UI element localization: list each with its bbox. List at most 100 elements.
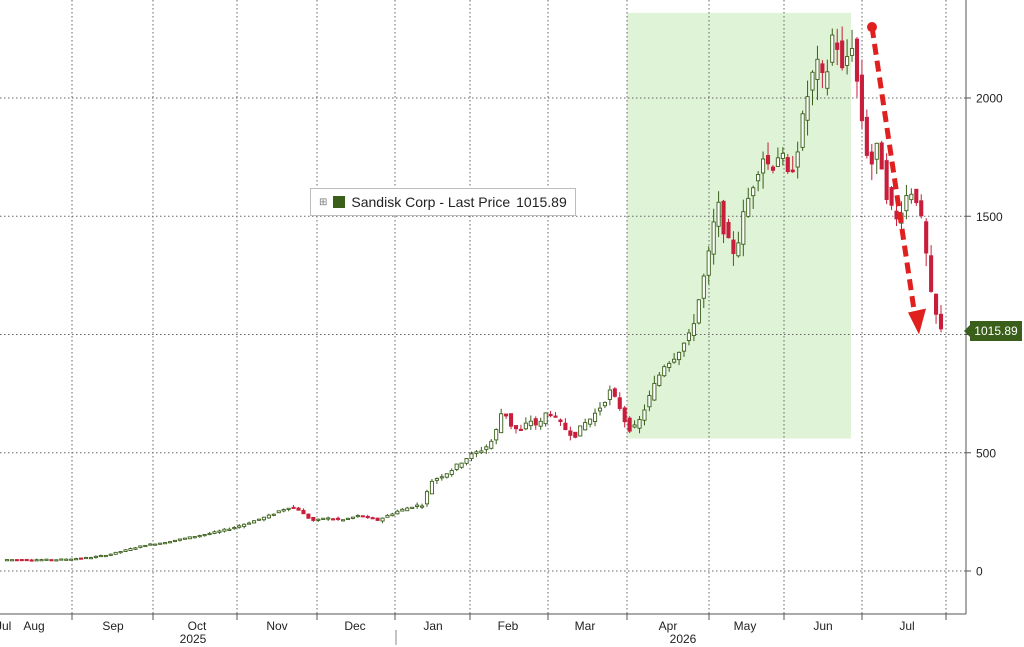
candle-up	[543, 412, 548, 425]
x-tick-label: Apr	[659, 619, 678, 633]
candle-up	[652, 382, 657, 401]
y-tick-label: 0	[976, 565, 983, 579]
candle-down	[311, 516, 316, 521]
candle-up	[88, 557, 94, 560]
candle-up	[588, 418, 593, 425]
x-tick-label: Aug	[23, 619, 44, 633]
candle-down	[504, 413, 509, 417]
candle-up	[805, 96, 810, 121]
legend-series-name: Sandisk Corp - Last Price	[351, 194, 511, 210]
candle-up	[355, 515, 360, 518]
candle-down	[765, 155, 771, 165]
candle-down	[840, 40, 845, 69]
candles	[4, 26, 944, 562]
candle-up	[415, 504, 420, 507]
candle-up	[177, 538, 182, 541]
candle-up	[775, 157, 780, 167]
candle-up	[123, 549, 128, 552]
x-tick-label: Mar	[575, 619, 596, 633]
candle-up	[583, 422, 588, 431]
candle-down	[820, 63, 825, 74]
candle-up	[795, 151, 800, 168]
candle-down	[19, 559, 24, 562]
candle-up	[474, 451, 479, 454]
candle-down	[879, 142, 884, 170]
y-tick-label: 500	[976, 446, 996, 460]
candle-up	[701, 275, 706, 299]
candle-down	[360, 515, 365, 518]
candle-up	[385, 514, 390, 518]
candle-up	[251, 520, 257, 524]
candle-down	[563, 422, 568, 431]
candle-up	[904, 195, 909, 212]
candle-up	[281, 509, 286, 512]
candle-up	[696, 299, 701, 324]
candle-up	[825, 71, 830, 89]
candle-up	[686, 332, 692, 341]
candle-up	[489, 440, 494, 449]
candle-up	[202, 534, 207, 537]
candle-up	[128, 548, 133, 551]
candle-down	[558, 419, 563, 423]
candle-up	[780, 152, 785, 159]
candle-up	[454, 463, 459, 470]
candle-up	[321, 517, 326, 520]
candle-up	[800, 113, 805, 148]
candle-down	[919, 200, 924, 217]
candle-up	[276, 510, 281, 514]
legend-last-price: 1015.89	[516, 194, 567, 210]
candle-up	[424, 491, 430, 505]
candle-down	[29, 559, 34, 562]
candle-up	[350, 516, 355, 519]
candle-down	[721, 200, 726, 235]
candle-down	[306, 513, 311, 519]
candle-down	[291, 506, 296, 509]
candle-up	[108, 553, 113, 556]
candle-down	[331, 518, 336, 521]
x-tick-label: Jul	[0, 619, 11, 633]
candle-down	[301, 509, 306, 515]
candle-up	[237, 525, 242, 528]
last-price-tag-label: 1015.89	[974, 324, 1018, 338]
candle-up	[484, 446, 489, 450]
x-tick-label: May	[734, 619, 757, 633]
candle-down	[854, 38, 860, 82]
candle-up	[741, 211, 746, 245]
candle-up	[849, 48, 855, 56]
candle-up	[261, 516, 266, 521]
candle-up	[54, 559, 59, 562]
x-tick-label: Dec	[344, 619, 365, 633]
x-tick-label: Oct	[188, 619, 207, 633]
down-arrow-annotation	[867, 22, 926, 335]
candle-up	[247, 522, 252, 525]
candle-up	[148, 543, 153, 546]
legend-expand-icon[interactable]: ⊞	[319, 196, 328, 208]
candle-down	[612, 388, 617, 397]
candle-up	[118, 551, 123, 554]
candle-up	[271, 513, 276, 516]
candle-down	[859, 74, 864, 122]
candle-up	[642, 409, 647, 421]
candle-down	[49, 559, 54, 562]
candle-up	[677, 351, 682, 361]
x-axis: Jul Aug Sep Oct Nov Dec Jan Feb Mar Apr May Jun Jul 2…	[0, 614, 947, 646]
candle-up	[810, 71, 815, 91]
candle-up	[845, 56, 850, 66]
candle-up	[74, 558, 79, 561]
candle-down	[884, 160, 889, 200]
candle-down	[365, 516, 370, 519]
candle-up	[681, 342, 687, 352]
candle-down	[627, 417, 632, 432]
x-tick-label: Feb	[498, 619, 519, 633]
candle-up	[345, 517, 350, 520]
candle-up	[286, 507, 291, 510]
candle-up	[751, 187, 756, 197]
candle-down	[889, 187, 894, 206]
candle-down	[924, 221, 929, 254]
candle-up	[98, 554, 103, 558]
candle-up	[494, 429, 499, 441]
candle-down	[938, 313, 944, 330]
candle-up	[499, 413, 504, 434]
candle-down	[785, 157, 790, 173]
candle-up	[736, 242, 741, 257]
